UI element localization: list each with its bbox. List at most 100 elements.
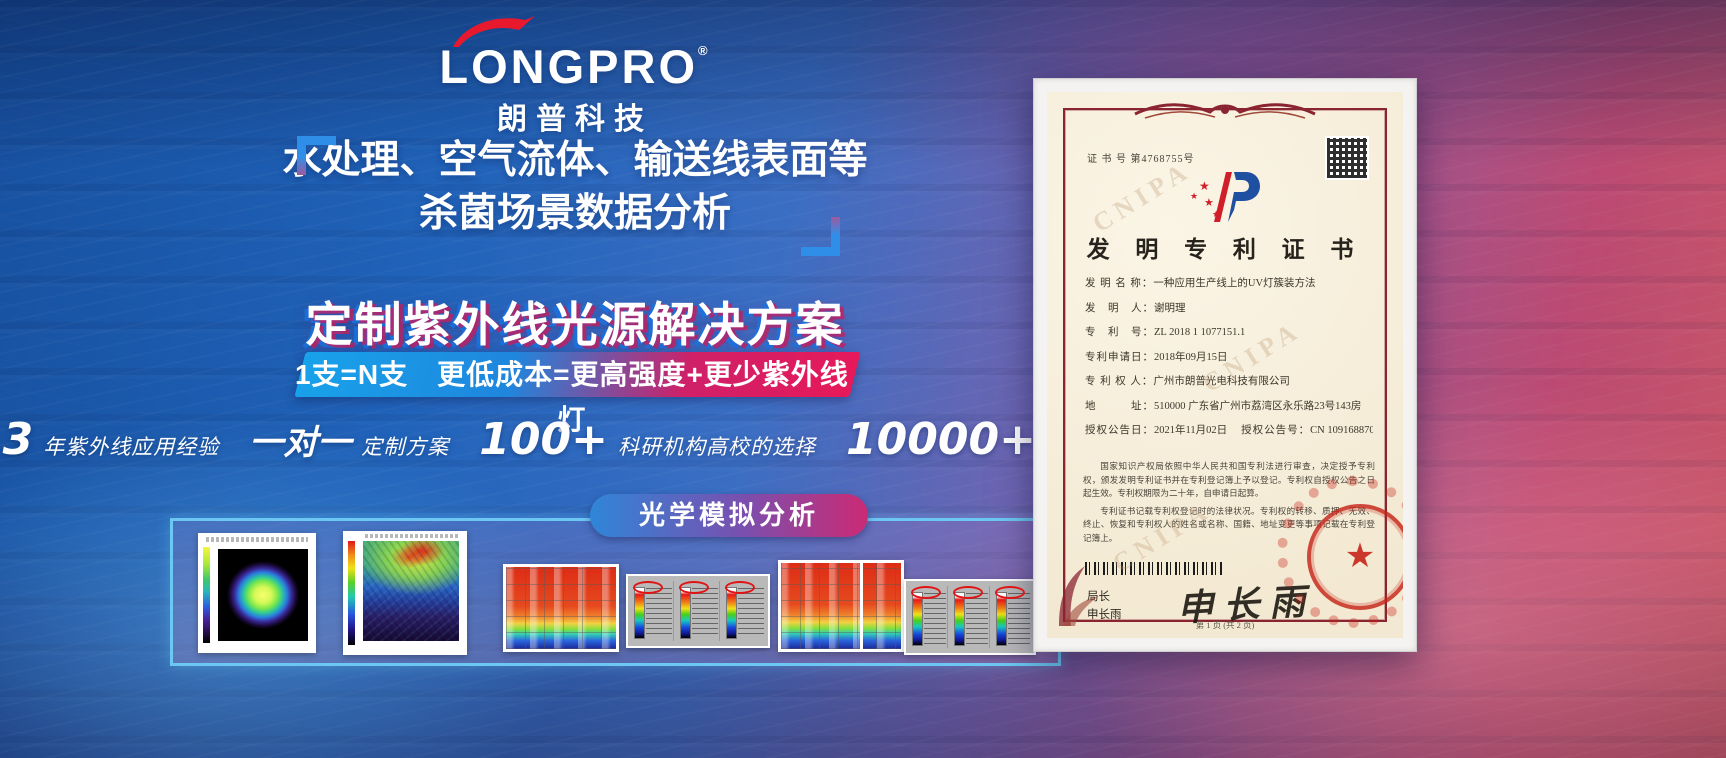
content-column: LONGPRO® 朗普科技 水处理、空气流体、输送线表面等 杀菌场景数据分析 定… bbox=[0, 0, 1177, 758]
field-value: 谢明理 bbox=[1154, 302, 1186, 314]
field-address: 地 址：510000 广东省广州市荔湾区永乐路23号143房 bbox=[1085, 395, 1373, 420]
stat-label: 年紫外线应用经验 bbox=[43, 436, 220, 459]
scale-gradient bbox=[634, 587, 645, 639]
cnipa-logo: ★ ★ ★ ★ bbox=[1190, 170, 1260, 224]
color-scale bbox=[909, 586, 948, 648]
stat-value: 10000+ bbox=[846, 414, 1036, 465]
optical-simulation-panel: 光学模拟分析 bbox=[170, 494, 1061, 666]
legal-paragraph: 专利证书记载专利权登记时的法律状况。专利权的转移、质押、无效、终止、恢复和专利权… bbox=[1083, 505, 1375, 543]
logo-swoosh-icon bbox=[453, 16, 535, 47]
field-value: 2018年09月15日 bbox=[1154, 351, 1228, 363]
color-scale-bar bbox=[203, 547, 210, 643]
color-scale bbox=[951, 586, 990, 648]
color-scale bbox=[723, 581, 765, 641]
highlight-ellipse bbox=[633, 581, 663, 594]
heatmap-grid-2 bbox=[778, 560, 904, 652]
scale-ticks bbox=[966, 593, 988, 645]
irradiance-blob bbox=[218, 549, 308, 641]
plot-area bbox=[218, 549, 308, 641]
field-label: 专 利 号： bbox=[1085, 327, 1154, 338]
logo-wordmark: LONGPRO® bbox=[365, 26, 785, 92]
certificate-fields: 发 明 名 称：一种应用生产线上的UV灯簇装方法 发 明 人：谢明理 专 利 号… bbox=[1085, 272, 1373, 444]
headline: 水处理、空气流体、输送线表面等 杀菌场景数据分析 bbox=[60, 134, 1090, 256]
stat-value: 一对一 bbox=[249, 423, 352, 463]
stat-experience: 13 年紫外线应用经验 bbox=[0, 418, 219, 462]
solution-title: 定制紫外线光源解决方案 bbox=[305, 298, 845, 351]
certificate-paragraphs: 国家知识产权局依照中华人民共和国专利法进行审查，决定授予专利权，颁发发明专利证书… bbox=[1083, 460, 1375, 549]
official-seal: ★ bbox=[1307, 504, 1403, 610]
scale-gradient bbox=[954, 592, 965, 646]
field-value: 2021年11月02日 bbox=[1154, 425, 1228, 436]
certificate-number: 证 书 号 第4768755号 bbox=[1087, 154, 1195, 165]
field-label: 专利申请日： bbox=[1085, 351, 1154, 363]
field-value: 广州市朗普光电科技有限公司 bbox=[1153, 376, 1290, 387]
field-inventor: 发 明 人：谢明理 bbox=[1085, 297, 1373, 322]
field-invention-name: 发 明 名 称：一种应用生产线上的UV灯簇装方法 bbox=[1085, 272, 1373, 297]
heatmap-grid-1 bbox=[503, 564, 619, 652]
scale-gradient bbox=[680, 587, 691, 639]
field-patentee: 专 利 权 人：广州市朗普光电科技有限公司 bbox=[1085, 370, 1373, 395]
issuer-name: 申长雨 bbox=[1087, 609, 1122, 621]
field-value: 510000 广东省广州市荔湾区永乐路23号143房 bbox=[1154, 400, 1362, 412]
certificate-title: 发 明 专 利 证 书 bbox=[1086, 237, 1364, 262]
bottom-left-ornament-icon bbox=[1059, 566, 1099, 626]
field-label: 发 明 名 称： bbox=[1085, 278, 1154, 289]
field-application-date: 专利申请日：2018年09月15日 bbox=[1085, 346, 1373, 371]
color-scale-panel-1 bbox=[626, 574, 770, 648]
highlight-ellipse bbox=[995, 586, 1025, 599]
star-icon: ★ bbox=[1204, 197, 1214, 209]
field-label: 发 明 人： bbox=[1085, 302, 1154, 314]
color-scale-bar bbox=[348, 541, 355, 645]
stat-label: 科研机构高校的选择 bbox=[618, 436, 816, 459]
field-label: 授权公告日： bbox=[1085, 425, 1154, 436]
registered-mark: ® bbox=[698, 43, 711, 58]
patent-certificate: CNIPA CNIPA CNIPA 证 书 号 第4768755号 ★ ★ ★ … bbox=[1033, 78, 1417, 652]
stat-value: 100+ bbox=[479, 414, 608, 465]
field-patent-no: 专 利 号：ZL 2018 1 1077151.1 bbox=[1085, 321, 1373, 346]
field-grant-date: 授权公告日：2021年11月02日 bbox=[1085, 419, 1227, 444]
headline-line1: 水处理、空气流体、输送线表面等 bbox=[282, 139, 868, 182]
company-logo: LONGPRO® 朗普科技 bbox=[365, 16, 785, 138]
scale-gradient bbox=[912, 592, 923, 646]
logo-subtitle: 朗普科技 bbox=[497, 103, 653, 136]
color-scale bbox=[677, 581, 720, 641]
corner-bracket-icon bbox=[297, 136, 336, 175]
certificate-paper: CNIPA CNIPA CNIPA 证 书 号 第4768755号 ★ ★ ★ … bbox=[1047, 92, 1403, 638]
field-grant-no: 授权公告号：CN 109168870 B bbox=[1241, 419, 1373, 444]
field-label: 专 利 权 人： bbox=[1085, 376, 1154, 387]
highlight-ellipse bbox=[679, 581, 709, 594]
highlight-ellipse bbox=[725, 581, 755, 594]
legal-paragraph: 国家知识产权局依照中华人民共和国专利法进行审查，决定授予专利权，颁发发明专利证书… bbox=[1083, 461, 1375, 498]
seal-lace-ornament bbox=[1277, 476, 1403, 628]
top-ornament-icon bbox=[1134, 103, 1316, 119]
seal-star-icon: ★ bbox=[1344, 538, 1376, 575]
qr-pattern bbox=[1327, 138, 1367, 178]
stat-one-to-one: 一对一 定制方案 bbox=[249, 421, 449, 465]
plot-area bbox=[363, 541, 459, 641]
corner-bracket-icon bbox=[801, 217, 840, 256]
field-grant-row: 授权公告日：2021年11月02日 授权公告号：CN 109168870 B bbox=[1085, 419, 1373, 444]
irradiance-map-noisy bbox=[343, 531, 467, 655]
scale-ticks bbox=[738, 588, 764, 638]
simulation-badge: 光学模拟分析 bbox=[590, 494, 868, 537]
qr-code bbox=[1325, 136, 1369, 180]
star-icon: ★ bbox=[1190, 191, 1199, 201]
logo-text: LONGPRO bbox=[439, 40, 699, 93]
color-scale bbox=[993, 586, 1031, 648]
scale-gradient bbox=[996, 592, 1007, 646]
color-scale bbox=[631, 581, 674, 641]
irradiance-map-round bbox=[198, 533, 316, 653]
stat-label: 定制方案 bbox=[361, 436, 450, 459]
scale-ticks bbox=[646, 588, 672, 638]
page-footer: 第 1 页 (共 2 页) bbox=[1195, 620, 1255, 630]
highlight-ellipse bbox=[911, 586, 941, 599]
color-scale-panel-2 bbox=[904, 579, 1036, 655]
scale-gradient bbox=[726, 587, 737, 639]
stat-institutions: 100+ 科研机构高校的选择 bbox=[479, 418, 816, 462]
scale-ticks bbox=[1008, 593, 1030, 645]
field-value: ZL 2018 1 1077151.1 bbox=[1154, 327, 1246, 338]
scale-ticks bbox=[924, 593, 946, 645]
headline-line2: 杀菌场景数据分析 bbox=[418, 192, 731, 235]
field-value: CN 109168870 B bbox=[1310, 425, 1373, 436]
